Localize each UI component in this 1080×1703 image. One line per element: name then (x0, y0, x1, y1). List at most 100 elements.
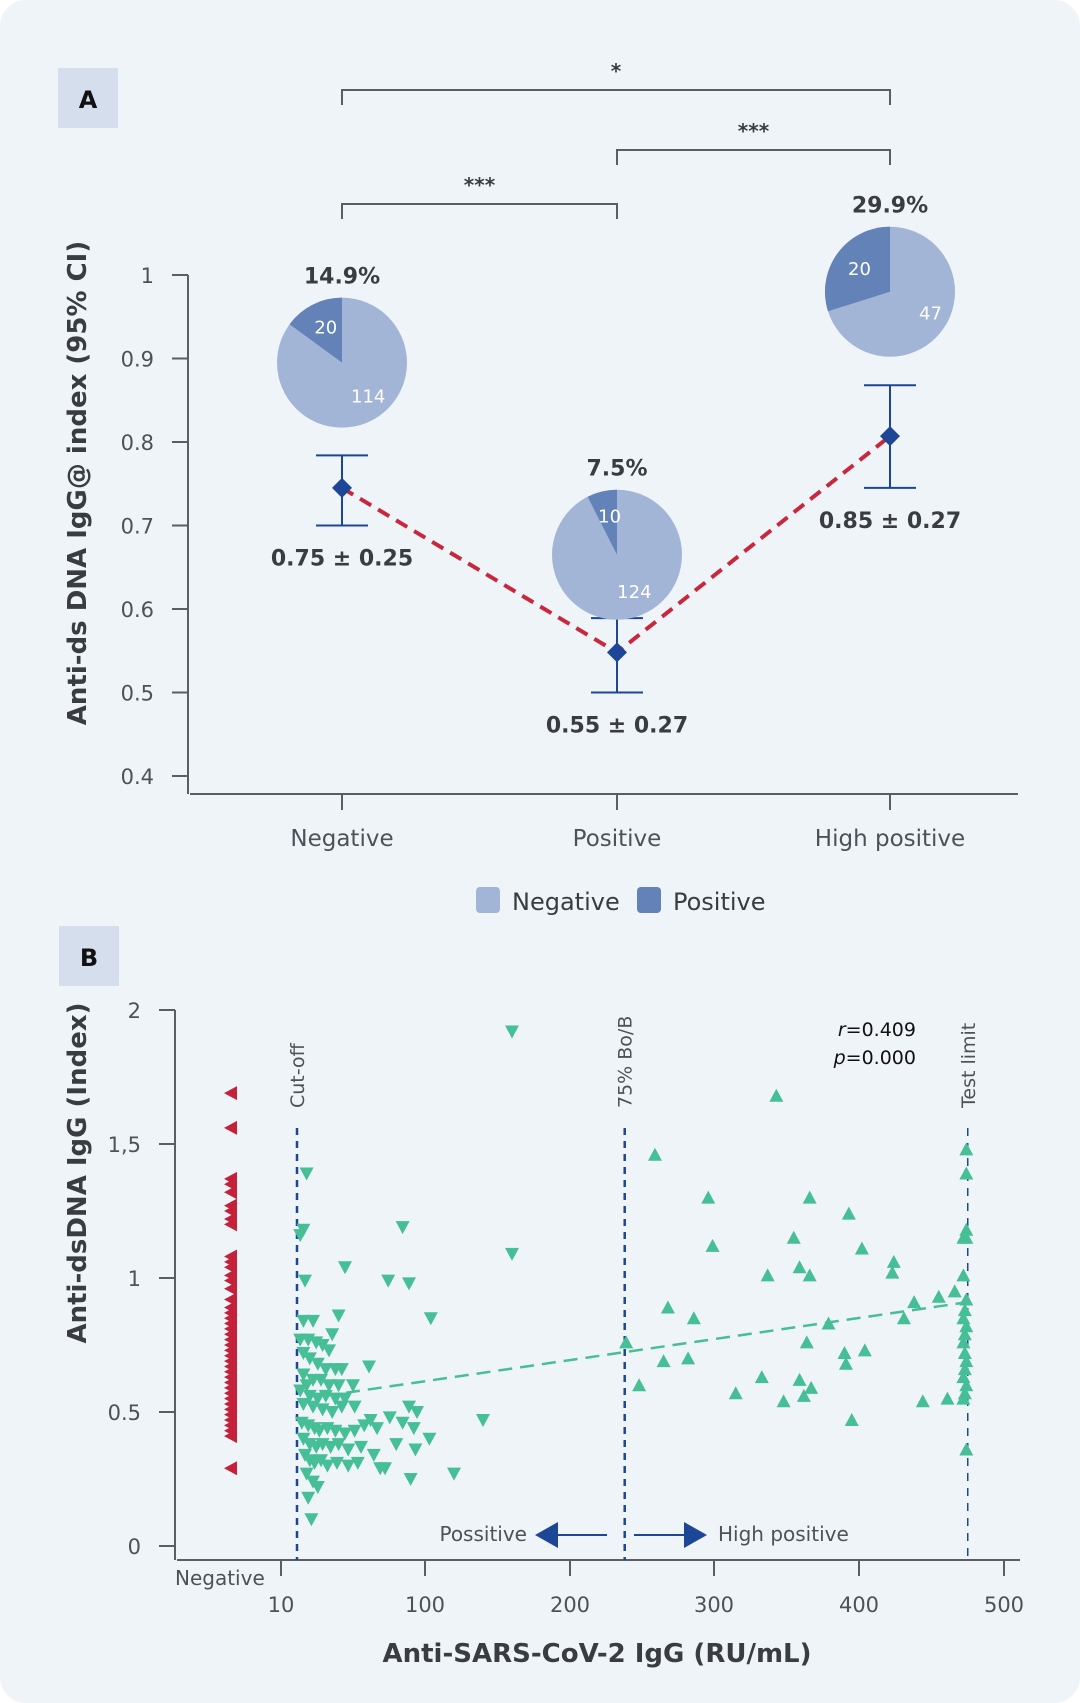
positive-arrow-annotation: Possitive (439, 1522, 607, 1548)
positive-marker (323, 1440, 338, 1454)
positive-marker (357, 1419, 372, 1433)
positive-marker (406, 1422, 421, 1436)
positive-marker (310, 1357, 325, 1371)
panel-a-label-bg (58, 68, 118, 128)
positive-marker (314, 1373, 328, 1387)
negative-marker (224, 1461, 237, 1476)
positive-marker (341, 1459, 356, 1473)
high-positive-marker (647, 1147, 662, 1161)
p-value: =0.000 (846, 1047, 916, 1069)
high-positive-marker (844, 1413, 859, 1427)
high-positive-marker (701, 1190, 716, 1204)
high-positive-arrow-annotation: High positive (634, 1522, 849, 1548)
high-positive-marker (776, 1394, 791, 1408)
panel-b-x-tick-label: 200 (550, 1593, 590, 1617)
positive-marker (330, 1456, 344, 1470)
high-positive-marker (632, 1378, 647, 1392)
p-symbol: p (833, 1047, 846, 1069)
panel-b-y-tick-label: 0.5 (108, 1401, 141, 1425)
pie-slice-positive (289, 297, 342, 363)
mean-diamond-marker (332, 477, 352, 498)
panel-b-y-axis-label: Anti-dsDNA IgG (Index) (63, 1002, 93, 1343)
negative-marker (224, 1217, 237, 1232)
high-positive-marker (956, 1268, 971, 1282)
high-positive-marker (896, 1311, 911, 1325)
positive-marker (325, 1406, 340, 1419)
panel-b-x-tick-label: 500 (984, 1593, 1024, 1617)
negative-marker (224, 1429, 237, 1444)
positive-marker (408, 1443, 423, 1457)
high-positive-marker (959, 1442, 974, 1456)
high-positive-marker (656, 1354, 671, 1368)
positive-marker (447, 1467, 461, 1481)
panel-b-x-axis-label: Anti-SARS-CoV-2 IgG (RU/mL) (383, 1639, 812, 1669)
panel-b-x-tick-label: 300 (694, 1593, 734, 1617)
significance-bracket (341, 89, 891, 105)
panel-a-y-tick-label: 0.4 (121, 765, 154, 789)
positive-marker (505, 1025, 519, 1039)
positive-marker (310, 1392, 325, 1406)
pie-negative-count: 114 (351, 387, 385, 408)
panel-a-x-tick-label: Positive (573, 826, 662, 852)
positive-marker (476, 1414, 490, 1428)
positive-marker (322, 1344, 336, 1358)
pie-positive-count: 20 (848, 259, 871, 280)
positive-marker (296, 1432, 311, 1446)
pie-slice-positive (824, 226, 890, 312)
positive-marker (296, 1347, 311, 1361)
positive-marker (315, 1339, 330, 1352)
positive-marker (362, 1360, 376, 1374)
panel-a-y-tick-label: 0.6 (121, 598, 154, 622)
r-value: =0.409 (846, 1019, 916, 1041)
positive-marker (334, 1363, 349, 1377)
high-positive-marker (786, 1230, 801, 1244)
positive-marker (366, 1448, 381, 1462)
panel-b-y-tick-label: 0 (128, 1535, 141, 1559)
high-positive-marker (837, 1346, 852, 1360)
pie-negative-count: 124 (617, 582, 651, 603)
positive-marker (296, 1368, 311, 1382)
high-positive-marker (802, 1268, 817, 1282)
mean-value-label: 0.75 ± 0.25 (271, 547, 413, 572)
high-positive-marker (769, 1088, 784, 1102)
mean-value-label: 0.55 ± 0.27 (546, 714, 688, 739)
high-positive-marker (792, 1372, 807, 1386)
positive-marker (314, 1454, 328, 1468)
panel-b-label: B (59, 926, 119, 986)
high-positive-marker (959, 1142, 974, 1156)
panel-b-x-tick-label: 10 (268, 1593, 295, 1617)
high-positive-marker (796, 1388, 811, 1402)
positive-marker (381, 1274, 396, 1288)
panel-b-x-tick-label: 100 (405, 1593, 445, 1617)
positive-marker (331, 1379, 346, 1393)
high-positive-marker (959, 1378, 974, 1392)
legend-label-positive: Positive (673, 888, 766, 916)
legend-swatch-positive (637, 887, 661, 913)
high-positive-marker (660, 1300, 675, 1314)
positive-marker (320, 1459, 335, 1473)
positive-marker (298, 1274, 312, 1288)
significance-label: * (611, 59, 622, 83)
arrow-right-icon (684, 1522, 707, 1548)
high-positive-marker (857, 1343, 872, 1357)
negative-marker (224, 1120, 237, 1135)
high-positive-marker (619, 1335, 634, 1349)
panel-a-y-tick-label: 0.8 (121, 431, 154, 455)
chart-marks: 1 0.9 0.8 0.7 0.6 0.5 0.4 Negative Positive High … (108, 59, 1024, 1617)
positive-marker (395, 1416, 410, 1430)
positive-marker (325, 1328, 340, 1342)
positive-marker (293, 1229, 308, 1243)
legend-label-negative: Negative (512, 888, 620, 916)
positive-marker (422, 1432, 437, 1446)
positive-marker (403, 1473, 418, 1486)
pie-percent-label: 7.5% (586, 457, 647, 482)
positive-marker (322, 1379, 336, 1393)
legend-swatch-negative (476, 887, 500, 913)
reference-line-label: Cut-off (287, 1042, 309, 1108)
negative-marker (224, 1185, 237, 1200)
high-positive-marker (804, 1380, 819, 1394)
positive-marker (338, 1427, 352, 1441)
panel-b-y-tick-label: 1,5 (108, 1133, 141, 1157)
mean-value-label: 0.85 ± 0.27 (819, 509, 961, 534)
